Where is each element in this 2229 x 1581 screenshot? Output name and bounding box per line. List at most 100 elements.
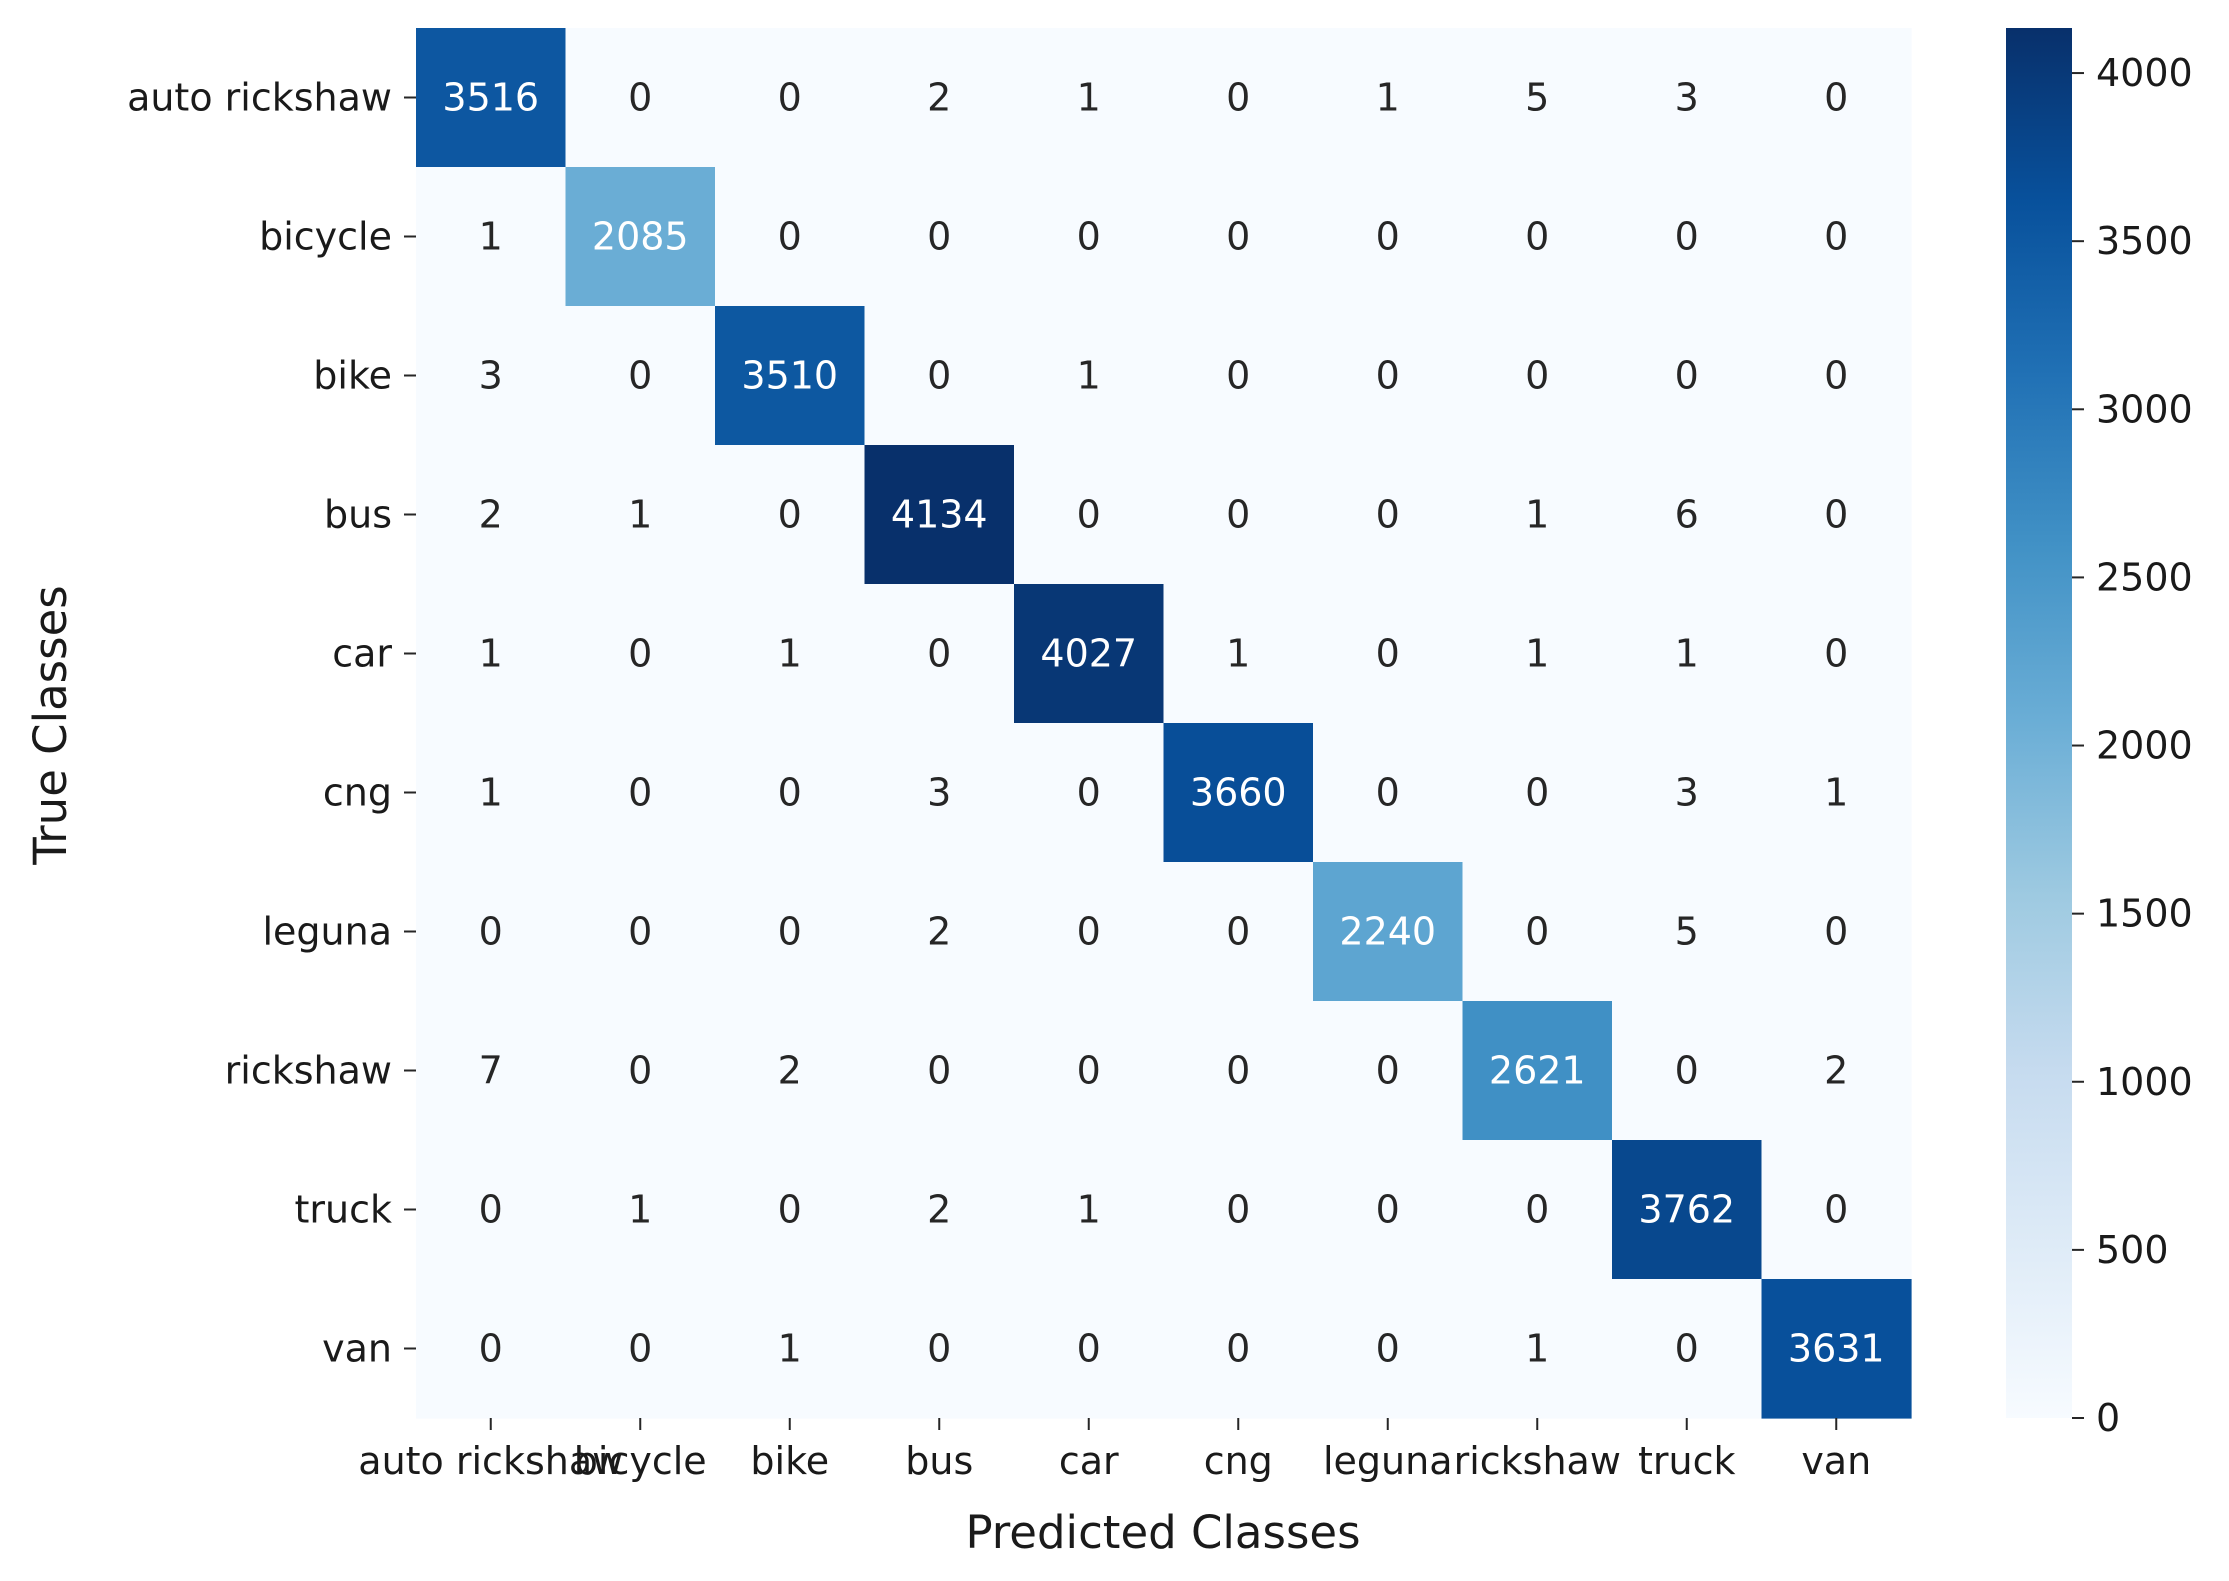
cell-value-label: 3 — [927, 771, 951, 815]
x-tick-label: van — [1801, 1439, 1871, 1483]
heatmap-cell-leguna-leguna — [1313, 862, 1464, 1002]
heatmap-cell-rickshaw-bicycle — [565, 1001, 716, 1141]
colorbar-tick-label: 2500 — [2096, 555, 2193, 599]
heatmap-cell-bicycle-rickshaw — [1462, 167, 1613, 307]
heatmap-cell-bus-van — [1761, 445, 1912, 585]
heatmap-cell-rickshaw-truck — [1612, 1001, 1763, 1141]
heatmap-cell-auto-rickshaw-bus — [864, 28, 1015, 168]
cell-value-label: 2 — [927, 910, 951, 954]
heatmap-cell-bicycle-van — [1761, 167, 1912, 307]
cell-value-label: 6 — [1675, 493, 1699, 537]
cell-value-label: 1 — [1226, 632, 1250, 676]
heatmap-cell-bus-rickshaw — [1462, 445, 1613, 585]
heatmap-cell-leguna-auto-rickshaw — [416, 862, 567, 1002]
y-tick-label: rickshaw — [225, 1049, 392, 1093]
cell-value-label: 1 — [778, 1327, 802, 1371]
heatmap-cell-bus-auto-rickshaw — [416, 445, 567, 585]
heatmap-cell-truck-van — [1761, 1140, 1912, 1280]
cell-value-label: 0 — [1226, 1327, 1250, 1371]
cell-value-label: 0 — [1226, 910, 1250, 954]
heatmap-cell-auto-rickshaw-cng — [1163, 28, 1314, 168]
x-tick-label: bicycle — [574, 1439, 707, 1483]
cell-value-label: 1 — [1376, 76, 1400, 120]
cell-value-label: 0 — [927, 1049, 951, 1093]
heatmap-cell-labels: 3516 0 0 2 1 0 1 5 3 01 2085 0 0 0 0 0 0 0 03 0 3510 0 1 0 0 0 0 02… — [442, 76, 1884, 1371]
cell-value-label: 2 — [927, 76, 951, 120]
heatmap-cell-cng-truck — [1612, 723, 1763, 863]
heatmap-cell-cng-bus — [864, 723, 1015, 863]
heatmap-cell-leguna-cng — [1163, 862, 1314, 1002]
heatmap-cell-rickshaw-car — [1014, 1001, 1165, 1141]
colorbar — [2006, 28, 2072, 1418]
cell-value-label: 0 — [1376, 771, 1400, 815]
heatmap-cell-car-auto-rickshaw — [416, 584, 567, 724]
heatmap-cell-rickshaw-bus — [864, 1001, 1015, 1141]
x-tick-label: truck — [1638, 1439, 1736, 1483]
heatmap-cell-truck-bus — [864, 1140, 1015, 1280]
heatmap-cell-bicycle-truck — [1612, 167, 1763, 307]
heatmap-cell-bike-bicycle — [565, 306, 716, 446]
heatmap-cell-truck-rickshaw — [1462, 1140, 1613, 1280]
cell-value-label: 0 — [1376, 354, 1400, 398]
heatmap-cell-van-leguna — [1313, 1279, 1464, 1419]
x-tick-label: leguna — [1323, 1439, 1453, 1483]
cell-value-label: 0 — [927, 632, 951, 676]
cell-value-label: 0 — [628, 910, 652, 954]
x-tick-label: bus — [905, 1439, 973, 1483]
colorbar-tick-label: 0 — [2096, 1396, 2120, 1440]
heatmap-cell-van-van — [1761, 1279, 1912, 1419]
heatmap-cell-bike-auto-rickshaw — [416, 306, 567, 446]
x-tick-label: bike — [750, 1439, 829, 1483]
heatmap-cell-bicycle-cng — [1163, 167, 1314, 307]
heatmap-cell-car-bicycle — [565, 584, 716, 724]
cell-value-label: 0 — [1824, 493, 1848, 537]
heatmap-cell-truck-auto-rickshaw — [416, 1140, 567, 1280]
heatmap-cell-bike-bike — [715, 306, 866, 446]
cell-value-label: 1 — [628, 1188, 652, 1232]
cell-value-label: 5 — [1525, 76, 1549, 120]
cell-value-label: 0 — [778, 910, 802, 954]
heatmap-cell-auto-rickshaw-bicycle — [565, 28, 716, 168]
cell-value-label: 0 — [1675, 215, 1699, 259]
cell-value-label: 1 — [778, 632, 802, 676]
cell-value-label: 0 — [628, 1049, 652, 1093]
x-tick-label: cng — [1204, 1439, 1273, 1483]
cell-value-label: 0 — [1376, 1327, 1400, 1371]
heatmap-cell-rickshaw-bike — [715, 1001, 866, 1141]
heatmap-cell-bike-truck — [1612, 306, 1763, 446]
heatmap-cell-car-bus — [864, 584, 1015, 724]
cell-value-label: 0 — [1077, 215, 1101, 259]
heatmap-cell-cng-bicycle — [565, 723, 716, 863]
cell-value-label: 0 — [1525, 215, 1549, 259]
y-tick-label: van — [322, 1327, 392, 1371]
cell-value-label: 0 — [778, 493, 802, 537]
heatmap-cell-bicycle-car — [1014, 167, 1165, 307]
heatmap-cell-rickshaw-cng — [1163, 1001, 1314, 1141]
cell-value-label: 1 — [1525, 493, 1549, 537]
cell-value-label: 0 — [628, 76, 652, 120]
heatmap-cell-car-bike — [715, 584, 866, 724]
cell-value-label: 3 — [1675, 771, 1699, 815]
cell-value-label: 0 — [1824, 215, 1848, 259]
heatmap-cell-bike-cng — [1163, 306, 1314, 446]
heatmap-cell-bicycle-auto-rickshaw — [416, 167, 567, 307]
cell-value-label: 4134 — [891, 493, 988, 537]
cell-value-label: 3 — [1675, 76, 1699, 120]
cell-value-label: 2 — [927, 1188, 951, 1232]
cell-value-label: 2240 — [1339, 910, 1436, 954]
heatmap-cell-leguna-bus — [864, 862, 1015, 1002]
cell-value-label: 0 — [778, 771, 802, 815]
cell-value-label: 2621 — [1489, 1049, 1586, 1093]
heatmap-cell-van-auto-rickshaw — [416, 1279, 567, 1419]
cell-value-label: 0 — [1824, 632, 1848, 676]
heatmap-cell-bike-bus — [864, 306, 1015, 446]
x-tick-label: rickshaw — [1454, 1439, 1621, 1483]
y-tick-label: auto rickshaw — [127, 76, 392, 120]
cell-value-label: 0 — [927, 1327, 951, 1371]
heatmap-cell-van-bicycle — [565, 1279, 716, 1419]
cell-value-label: 0 — [1226, 354, 1250, 398]
heatmap-cells — [416, 28, 1912, 1419]
colorbar-tick-label: 4000 — [2096, 51, 2193, 95]
cell-value-label: 0 — [1376, 632, 1400, 676]
